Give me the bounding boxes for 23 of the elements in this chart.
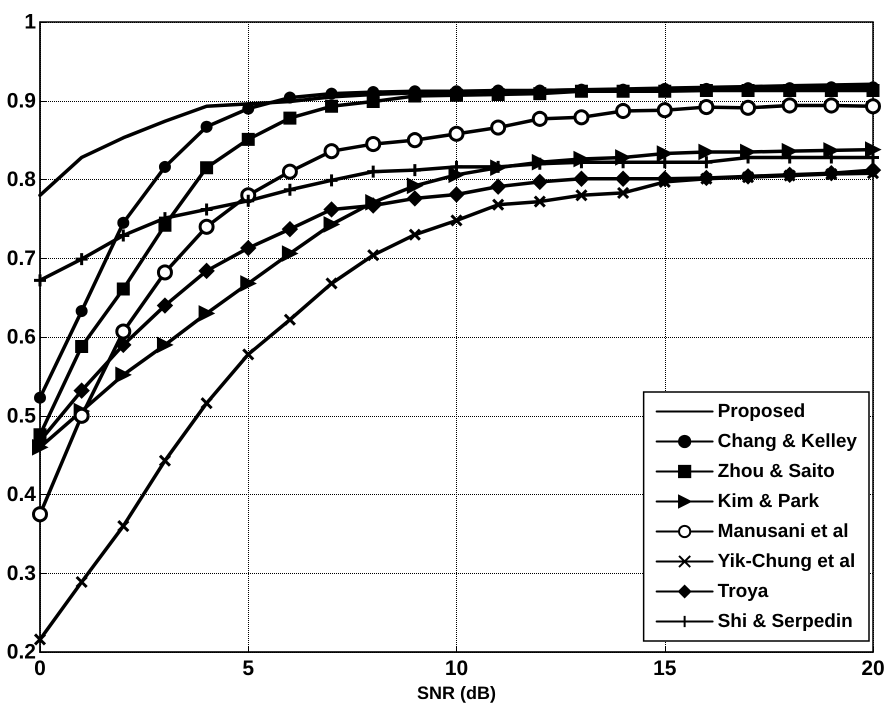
legend-label: Yik-Chung et al	[718, 551, 856, 572]
y-tick-label: 0.5	[6, 404, 36, 428]
legend-label: Zhou & Saito	[718, 461, 835, 482]
y-tick-label: 0.9	[6, 89, 36, 112]
x-tick-label: 0	[34, 657, 46, 680]
y-tick-label: 0.8	[6, 168, 36, 192]
legend-label: Kim & Park	[718, 491, 820, 512]
legend-label: Manusani et al	[718, 521, 849, 542]
x-tick-label: 10	[444, 657, 468, 680]
y-tick-label: 0.4	[6, 483, 36, 506]
y-tick-label: 1	[24, 10, 36, 34]
y-tick-label: 0.3	[6, 562, 36, 585]
y-tick-label: 0.7	[6, 246, 36, 270]
legend-label: Proposed	[718, 401, 806, 422]
x-tick-label: 20	[861, 657, 885, 680]
legend-label: Shi & Serpedin	[718, 611, 853, 632]
legend-label: Troya	[718, 581, 769, 602]
y-tick-label: 0.6	[6, 326, 36, 349]
y-tick-label: 0.2	[6, 640, 36, 664]
x-tick-label: 5	[242, 657, 254, 680]
legend-label: Chang & Kelley	[718, 431, 858, 452]
x-axis-title: SNR (dB)	[417, 683, 496, 703]
x-tick-label: 15	[653, 657, 677, 680]
